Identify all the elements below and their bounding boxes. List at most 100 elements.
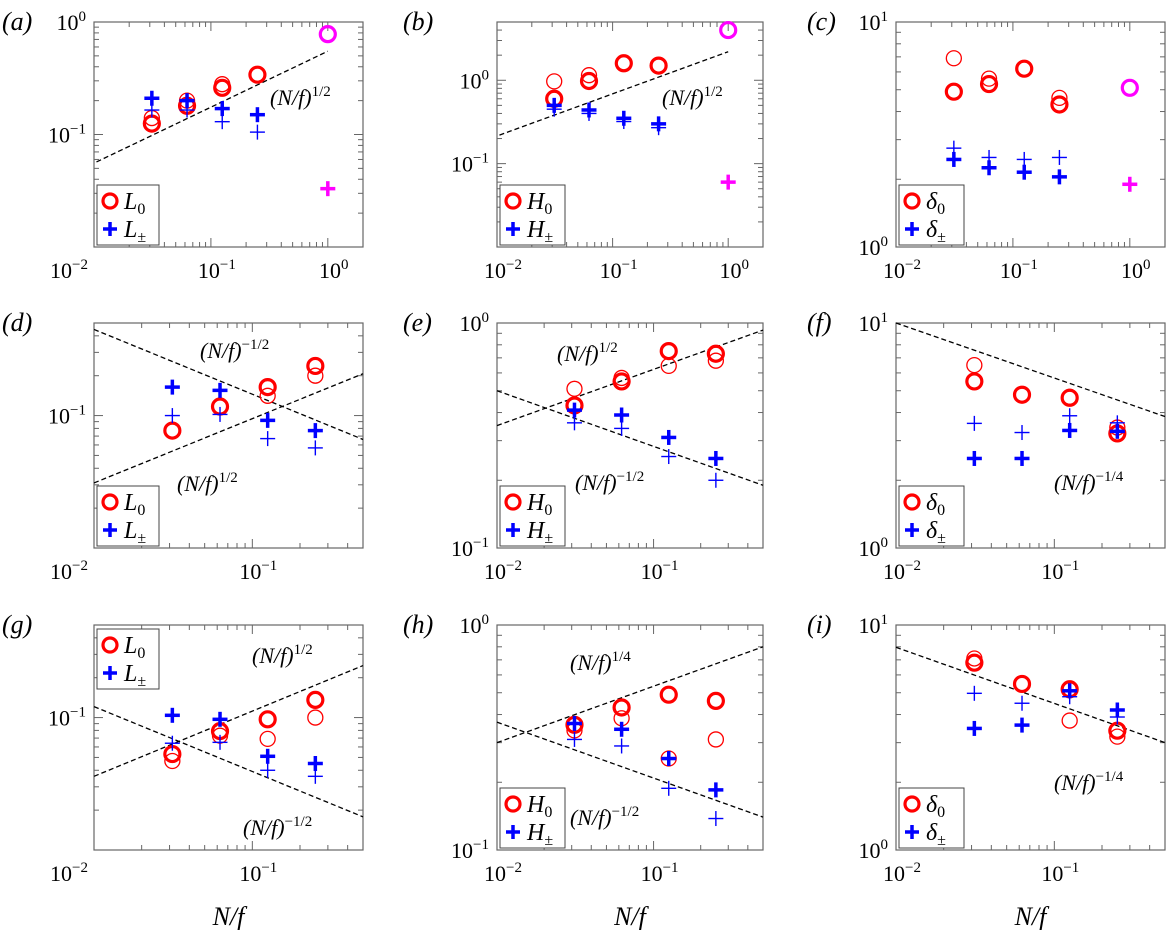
legend-circle-icon [504,493,522,511]
y-tick-label: 10−1 [48,403,86,429]
legend-circle-icon [903,493,921,511]
data-point-plus-thin [708,472,724,488]
y-tick-label: 101 [859,9,889,35]
legend-circle-icon [504,192,522,210]
data-point-plus-thin [212,406,228,422]
legend-label-base: δ [926,189,938,215]
legend-label: δ± [926,518,946,547]
data-point-plus-bold [1122,176,1138,192]
data-point-plus-bold [566,402,582,418]
data-point-circle-bold [258,710,277,729]
legend-item: H0 [504,792,552,821]
data-point-circle-thin [580,67,598,84]
x-axis-label: N/f [1014,902,1051,930]
data-point-circle-thin [259,730,276,748]
data-point-plus-bold [966,720,982,736]
legend-label: L± [123,217,146,246]
label-base: 10 [48,404,70,429]
power-law-label: (N/f)1/2 [270,84,331,110]
data-point-plus-bold [720,174,736,190]
data-point-plus-thin [1051,149,1067,165]
label-base: 10 [48,123,70,148]
label-exponent: −1 [473,837,489,853]
label-exponent: 0 [881,234,889,250]
data-point-plus-thin [966,685,982,701]
legend-label-sub: 0 [137,201,145,218]
legend-label-base: H [526,217,546,243]
data-point-circle-thin [1109,728,1126,745]
power-law-line [496,646,764,744]
data-point-circle-bold [944,82,963,101]
label-exponent: 1/2 [599,340,618,356]
legend-label-sub: 0 [544,502,552,519]
x-tick-label: 10−2 [50,257,88,283]
power-law-line [96,50,329,163]
panel-label: (f) [807,308,832,337]
data-point-plus-thin [307,440,323,456]
data-point-plus-bold [307,423,323,439]
data-point-circle-bold [1015,59,1034,78]
legend-label-base: δ [926,518,938,544]
label-exponent: 1 [881,9,889,25]
data-point-plus-thin [260,762,276,778]
label-base: 10 [460,613,482,638]
legend-item: δ0 [903,792,945,821]
label-base: 10 [239,559,261,584]
data-point-plus-bold [1016,164,1032,180]
data-point-plus-thin [212,734,228,750]
label-base: 10 [859,311,881,336]
label-base: 10 [57,10,79,35]
y-tick-label: 101 [859,310,889,336]
data-point-circle-thin [945,50,963,67]
legend-item: H± [506,518,553,547]
label-base: 10 [859,235,881,260]
label-exponent: −2 [72,558,88,574]
label-base: 10 [451,152,473,177]
data-point-circle-bold [306,690,325,709]
x-tick-label: 10−1 [641,860,679,886]
data-point-plus-bold [708,450,724,466]
data-point-circle-bold [1050,95,1069,114]
legend: δ0δ± [898,485,965,547]
label-exponent: 0 [881,837,889,853]
label-exponent: −2 [72,257,88,273]
legend-item: L0 [101,189,145,218]
legend-label-base: L [123,518,137,544]
legend-label: H± [526,820,553,849]
label-base: (N/f) [557,341,599,366]
label-base: 10 [1041,861,1063,886]
data-point-circle-bold [706,344,725,363]
legend-item: L0 [101,490,145,519]
label-base: 10 [319,258,341,283]
legend: δ0δ± [898,184,965,246]
data-point-plus-bold [708,782,724,798]
data-point-circle-thin [1051,89,1068,107]
power-law-label: (N/f)−1/2 [200,337,269,363]
label-exponent: 1/4 [612,649,632,665]
label-base: 10 [883,861,905,886]
power-law-label: (N/f)1/4 [570,649,631,675]
legend-label-base: L [123,217,137,243]
label-exponent: 1 [881,310,889,326]
data-point-plus-thin [249,124,265,140]
data-point-plus-bold [212,711,228,727]
data-point-plus-bold [546,97,562,113]
label-base: (N/f) [270,85,312,110]
label-exponent: −1/4 [1096,469,1124,485]
legend-label: H0 [526,490,552,519]
x-tick-label: 10−2 [484,257,522,283]
label-base: (N/f) [243,815,285,840]
data-point-circle-bold [965,653,984,672]
legend-label-sub: 0 [137,502,145,519]
label-exponent: 0 [482,67,490,83]
data-point-circle-thin [980,70,998,87]
label-exponent: −1 [663,558,679,574]
data-point-circle-bold [213,78,232,97]
legend-label-sub: ± [544,832,553,849]
label-exponent: 0 [482,310,490,326]
y-tick-label: 10−1 [451,151,489,177]
